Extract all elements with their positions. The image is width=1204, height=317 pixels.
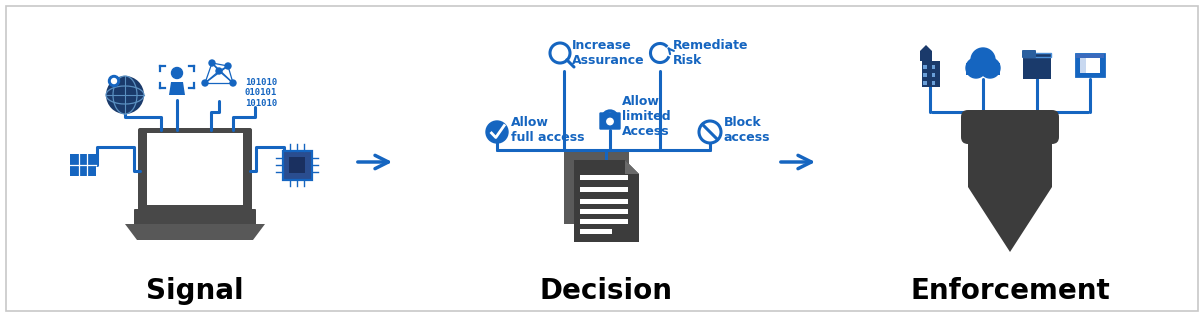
Polygon shape <box>625 160 639 174</box>
Circle shape <box>966 58 986 78</box>
Text: Remediate
Risk: Remediate Risk <box>673 39 749 67</box>
Text: Block
access: Block access <box>724 116 771 144</box>
Text: Signal: Signal <box>146 277 244 305</box>
FancyBboxPatch shape <box>580 229 612 234</box>
FancyBboxPatch shape <box>289 157 305 173</box>
FancyBboxPatch shape <box>1023 57 1051 79</box>
FancyBboxPatch shape <box>600 112 621 130</box>
Circle shape <box>970 48 995 72</box>
FancyBboxPatch shape <box>580 199 628 204</box>
Text: Allow
full access: Allow full access <box>510 116 584 144</box>
FancyBboxPatch shape <box>1076 54 1104 76</box>
FancyBboxPatch shape <box>923 81 927 85</box>
Polygon shape <box>169 82 185 95</box>
Polygon shape <box>563 150 628 224</box>
FancyBboxPatch shape <box>580 209 628 214</box>
Circle shape <box>106 76 144 114</box>
FancyBboxPatch shape <box>138 128 252 214</box>
FancyBboxPatch shape <box>1080 58 1086 73</box>
FancyBboxPatch shape <box>147 133 243 205</box>
FancyBboxPatch shape <box>1080 58 1100 73</box>
FancyBboxPatch shape <box>580 187 628 192</box>
FancyBboxPatch shape <box>922 61 940 87</box>
FancyBboxPatch shape <box>1022 50 1035 58</box>
FancyBboxPatch shape <box>1076 54 1104 58</box>
FancyBboxPatch shape <box>1023 53 1051 57</box>
Circle shape <box>550 43 569 63</box>
FancyBboxPatch shape <box>932 65 936 69</box>
Polygon shape <box>968 122 1052 252</box>
FancyBboxPatch shape <box>580 175 628 180</box>
FancyBboxPatch shape <box>966 63 1001 75</box>
FancyBboxPatch shape <box>961 110 1060 144</box>
Circle shape <box>108 75 119 87</box>
Text: Increase
Assurance: Increase Assurance <box>572 39 644 67</box>
Text: 101010
010101
101010: 101010 010101 101010 <box>244 78 277 108</box>
FancyBboxPatch shape <box>6 6 1198 311</box>
FancyBboxPatch shape <box>70 154 96 176</box>
Circle shape <box>230 80 236 86</box>
Polygon shape <box>574 160 639 242</box>
Text: Allow
limited
Access: Allow limited Access <box>622 94 671 138</box>
Circle shape <box>171 68 183 79</box>
Text: Enforcement: Enforcement <box>910 277 1110 305</box>
Circle shape <box>700 121 721 143</box>
FancyBboxPatch shape <box>932 73 936 77</box>
Circle shape <box>112 79 117 83</box>
Polygon shape <box>125 224 265 240</box>
Polygon shape <box>920 45 932 61</box>
FancyBboxPatch shape <box>923 73 927 77</box>
Circle shape <box>216 68 222 74</box>
FancyBboxPatch shape <box>134 209 256 225</box>
Circle shape <box>202 80 208 86</box>
Circle shape <box>980 58 1001 78</box>
Circle shape <box>225 63 231 69</box>
Circle shape <box>209 60 216 66</box>
FancyBboxPatch shape <box>932 81 936 85</box>
Text: Decision: Decision <box>539 277 673 305</box>
FancyBboxPatch shape <box>923 65 927 69</box>
FancyBboxPatch shape <box>580 219 628 224</box>
FancyBboxPatch shape <box>283 151 312 179</box>
Circle shape <box>607 118 613 125</box>
Circle shape <box>486 121 508 143</box>
